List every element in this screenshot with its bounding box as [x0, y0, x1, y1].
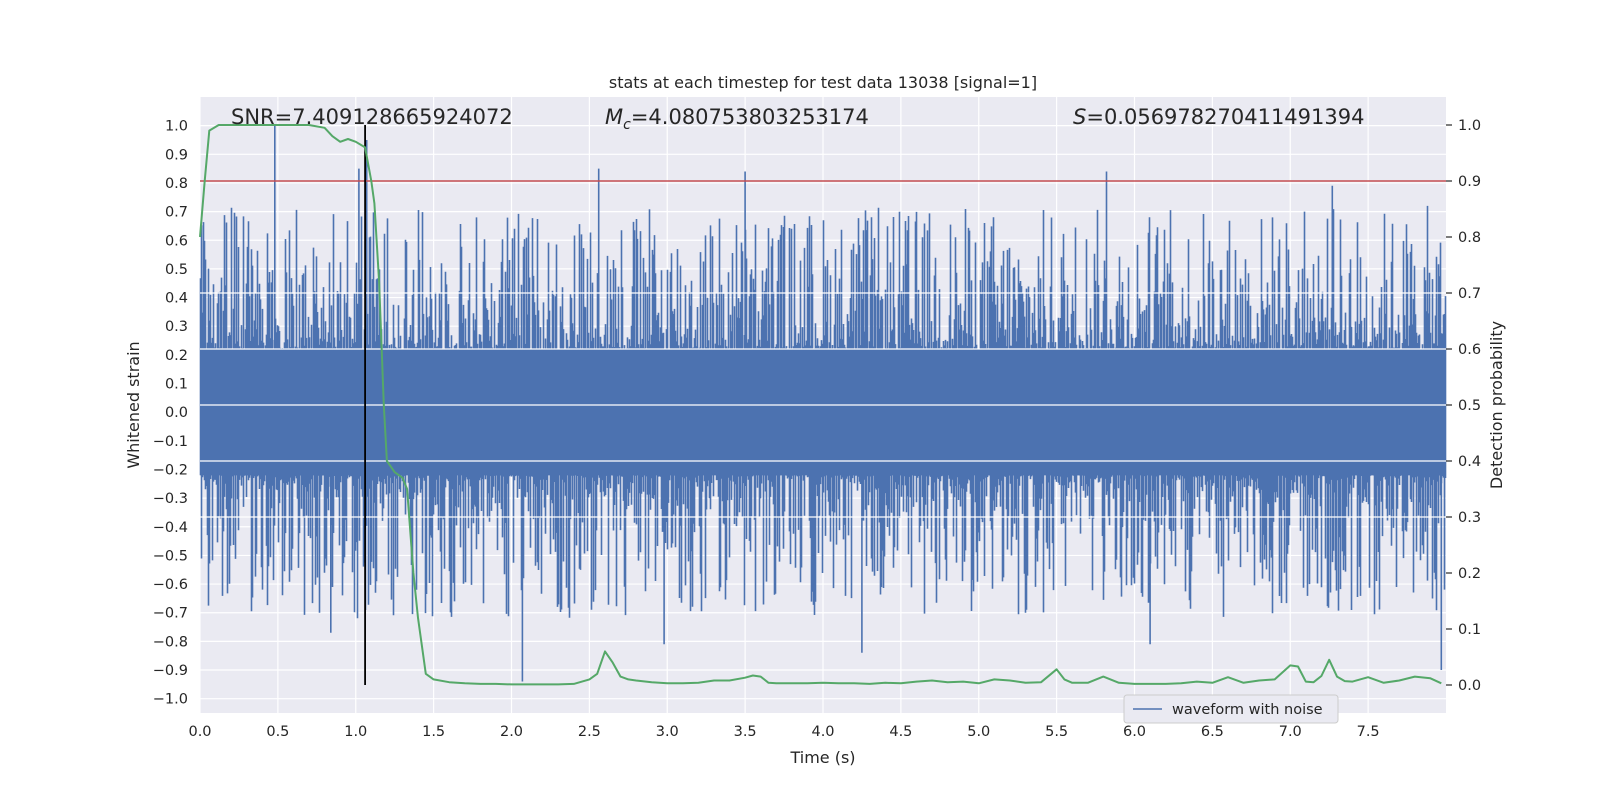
- snr-annotation: SNR=7.409128665924072: [231, 105, 513, 129]
- x-tick-label: 5.5: [1045, 724, 1068, 740]
- left-y-tick-label: −0.5: [153, 548, 188, 564]
- right-y-tick-label: 0.6: [1458, 342, 1481, 358]
- x-tick-label: 0.5: [266, 724, 289, 740]
- x-tick-label: 2.0: [500, 724, 523, 740]
- x-tick-label: 2.5: [578, 724, 601, 740]
- left-y-tick-label: 1.0: [165, 119, 188, 135]
- left-y-tick-label: 0.5: [165, 262, 188, 278]
- x-axis-label: Time (s): [789, 748, 855, 767]
- detection-probability-line: [199, 124, 1442, 686]
- x-tick-label: 7.0: [1279, 724, 1302, 740]
- right-y-tick-label: 0.3: [1458, 510, 1481, 526]
- right-y-axis-label: Detection probability: [1487, 321, 1506, 489]
- s-value: =0.056978270411491394: [1086, 105, 1364, 129]
- chart-title: stats at each timestep for test data 130…: [609, 73, 1037, 92]
- left-y-tick-label: −0.1: [153, 434, 188, 450]
- x-tick-label: 6.5: [1201, 724, 1224, 740]
- left-y-tick-label: 0.8: [165, 176, 188, 192]
- left-y-tick-label: 0.4: [165, 291, 188, 307]
- left-y-tick-label: −0.4: [153, 520, 188, 536]
- right-y-tick-label: 0.9: [1458, 174, 1481, 190]
- left-y-tick-label: −0.8: [153, 634, 188, 650]
- x-tick-label: 3.0: [656, 724, 679, 740]
- waveform-dense-band: [200, 349, 1446, 476]
- overlay-lines: [200, 125, 1446, 685]
- left-y-tick-label: 0.7: [165, 205, 188, 221]
- right-y-tick-label: 0.4: [1458, 454, 1481, 470]
- left-y-tick-label: −0.2: [153, 462, 188, 478]
- left-y-tick-label: −0.7: [153, 606, 188, 622]
- legend-entry-waveform: waveform with noise: [1172, 702, 1323, 718]
- chirp-mass-annotation: Mc=4.080753803253174: [605, 105, 869, 133]
- s-symbol: S: [1073, 105, 1086, 129]
- right-y-tick-label: 0.8: [1458, 230, 1481, 246]
- waveform-series: [199, 125, 1447, 682]
- x-tick-label: 0.0: [188, 724, 211, 740]
- x-tick-label: 3.5: [734, 724, 757, 740]
- right-y-tick-label: 0.1: [1458, 622, 1481, 638]
- left-y-tick-label: −1.0: [153, 692, 188, 708]
- right-y-axis-ticks: 1.0 0.9 0.8 0.7 0.6 0.5 0.4 0.3 0.2 0.1 0.0: [1446, 118, 1481, 694]
- x-axis-ticks: 0.0 0.5 1.0 1.5 2.0 2.5 3.0 3.5 4.0 4.5 5.0 5.5 6.0 6…: [188, 724, 1379, 740]
- chirp-mass-symbol: M: [605, 105, 623, 129]
- x-tick-label: 7.5: [1357, 724, 1380, 740]
- left-y-tick-label: 0.0: [165, 405, 188, 421]
- x-tick-label: 5.0: [967, 724, 990, 740]
- probability-series: [199, 124, 1442, 686]
- left-y-tick-label: 0.3: [165, 319, 188, 335]
- left-y-tick-label: 0.2: [165, 348, 188, 364]
- chirp-mass-value: =4.080753803253174: [631, 105, 869, 129]
- right-y-tick-label: 0.7: [1458, 286, 1481, 302]
- left-y-tick-label: 0.9: [165, 147, 188, 163]
- legend: waveform with noise: [1123, 694, 1339, 724]
- x-tick-label: 6.0: [1123, 724, 1146, 740]
- s-annotation: S=0.056978270411491394: [1073, 105, 1364, 129]
- right-y-tick-label: 0.2: [1458, 566, 1481, 582]
- left-y-tick-label: −0.3: [153, 491, 188, 507]
- left-y-axis-label: Whitened strain: [124, 341, 143, 468]
- left-y-tick-label: 0.6: [165, 233, 188, 249]
- chirp-mass-subscript: c: [623, 117, 631, 133]
- left-y-axis-ticks: 1.0 0.9 0.8 0.7 0.6 0.5 0.4 0.3 0.2 0.1 0.0 −0.1 −0.…: [153, 119, 188, 708]
- x-tick-label: 1.0: [344, 724, 367, 740]
- x-tick-label: 4.5: [889, 724, 912, 740]
- left-y-tick-label: 0.1: [165, 377, 188, 393]
- left-y-tick-label: −0.6: [153, 577, 188, 593]
- legend-box: [1123, 694, 1339, 724]
- right-y-tick-label: 1.0: [1458, 118, 1481, 134]
- right-y-tick-label: 0.5: [1458, 398, 1481, 414]
- x-tick-label: 4.0: [811, 724, 834, 740]
- x-tick-label: 1.5: [422, 724, 445, 740]
- right-y-tick-label: 0.0: [1458, 678, 1481, 694]
- left-y-tick-label: −0.9: [153, 663, 188, 679]
